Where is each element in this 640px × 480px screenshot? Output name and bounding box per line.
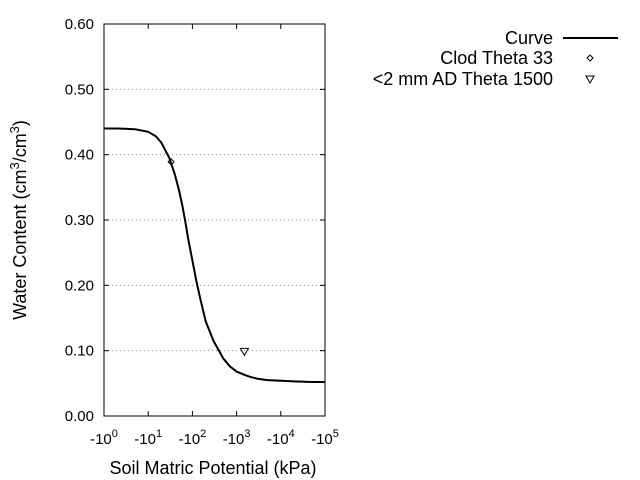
legend: Curve Clod Theta 33 <2 mm AD Theta 1500 (373, 28, 618, 89)
grid-lines (104, 88, 325, 352)
legend-marker-triangle (585, 75, 595, 85)
y-axis-title-sup2: 3 (7, 126, 22, 133)
data-point-triangle-down-0 (239, 347, 250, 357)
legend-label-ad: <2 mm AD Theta 1500 (373, 69, 553, 89)
y-tick-label-4: 0.40 (65, 147, 94, 164)
legend-label-curve: Curve (505, 28, 553, 48)
y-tick-label-3: 0.30 (65, 212, 94, 229)
plot-frame (103, 23, 326, 417)
x-axis-title: Soil Matric Potential (kPa) (109, 458, 316, 478)
x-tick-label-2: -102 (178, 428, 206, 448)
y-tick-label-0: 0.00 (65, 408, 94, 425)
y-axis-title-end: ) (10, 120, 30, 126)
y-axis: 0.00 0.10 0.20 0.30 0.40 0.50 0.60 (65, 16, 325, 425)
x-tick-label-4: -104 (267, 428, 295, 448)
y-axis-title-main: Water Content (cm (10, 170, 30, 320)
plot-series (104, 127, 325, 383)
series-line-curve (104, 127, 325, 383)
data-point-diamond-0 (167, 158, 175, 166)
y-axis-title: Water Content (cm3/cm3) (7, 120, 30, 320)
legend-marker-diamond (586, 54, 594, 62)
x-tick-label-0: -100 (90, 428, 118, 448)
y-axis-title-sup1: 3 (7, 162, 22, 169)
x-tick-label-3: -103 (223, 428, 251, 448)
legend-label-clod: Clod Theta 33 (440, 48, 553, 68)
x-axis: -100 -101 -102 -103 -104 -105 (90, 24, 339, 448)
y-axis-title-mid: /cm (10, 133, 30, 162)
x-tick-label-1: -101 (134, 428, 162, 448)
x-tick-label-5: -105 (311, 428, 339, 448)
y-tick-label-5: 0.50 (65, 81, 94, 98)
y-tick-label-2: 0.20 (65, 277, 94, 294)
y-tick-label-6: 0.60 (65, 16, 94, 33)
y-tick-label-1: 0.10 (65, 343, 94, 360)
